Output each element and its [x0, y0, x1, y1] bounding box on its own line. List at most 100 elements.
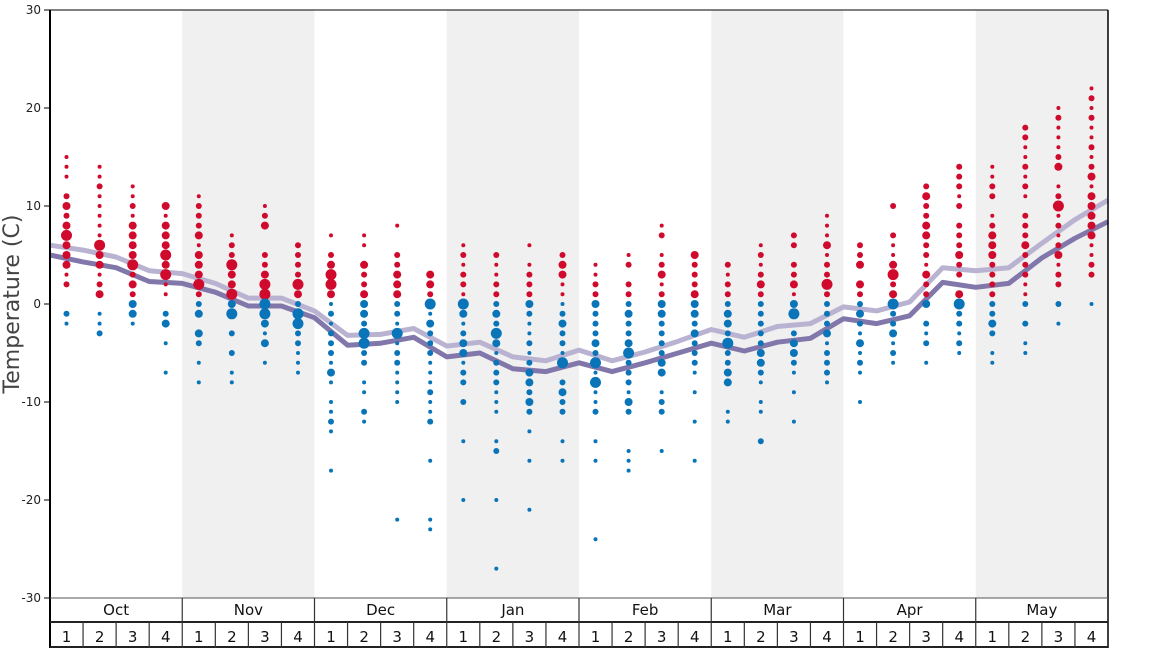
- temperature-dot: [791, 292, 796, 297]
- temperature-dot: [922, 192, 931, 201]
- temperature-dot: [857, 359, 863, 366]
- temperature-dot: [259, 278, 271, 290]
- temperature-dot: [1022, 222, 1029, 229]
- temperature-dot: [989, 261, 996, 268]
- temperature-dot: [130, 184, 135, 189]
- y-tick-label: 20: [26, 101, 41, 115]
- temperature-dot: [62, 202, 71, 210]
- temperature-dot: [625, 359, 632, 366]
- week-label: 2: [624, 628, 634, 646]
- temperature-dot: [1023, 174, 1028, 179]
- temperature-dot: [757, 330, 764, 337]
- temperature-dot: [723, 319, 732, 328]
- temperature-dot: [758, 262, 763, 267]
- month-shade-mar: [711, 10, 844, 598]
- temperature-dot: [923, 291, 930, 298]
- temperature-dot: [559, 330, 566, 337]
- temperature-dot: [659, 223, 664, 228]
- temperature-dot: [328, 330, 334, 337]
- temperature-dot: [658, 350, 665, 356]
- temperature-dot: [1056, 262, 1061, 267]
- temperature-dot: [228, 350, 235, 356]
- temperature-dot: [956, 271, 963, 278]
- temperature-dot: [724, 291, 731, 298]
- temperature-dot: [623, 347, 635, 359]
- temperature-dot: [194, 231, 203, 240]
- temperature-dot: [890, 281, 897, 288]
- temperature-dot: [989, 291, 996, 298]
- temperature-dot: [956, 222, 963, 229]
- temperature-dot: [990, 213, 995, 218]
- temperature-dot: [790, 271, 797, 278]
- temperature-dot: [891, 341, 896, 346]
- temperature-dot: [461, 262, 466, 267]
- temperature-dot: [459, 339, 468, 348]
- temperature-dot: [427, 418, 434, 425]
- temperature-dots: [61, 86, 1096, 571]
- temperature-dot: [163, 282, 168, 287]
- temperature-dot: [461, 498, 466, 502]
- week-label: 3: [1054, 628, 1064, 646]
- temperature-dot: [891, 253, 896, 257]
- temperature-dot: [657, 358, 666, 367]
- temperature-dot: [756, 349, 765, 357]
- temperature-dot: [395, 321, 400, 326]
- temperature-dot: [295, 242, 301, 249]
- temperature-dot: [724, 281, 731, 288]
- temperature-dot: [922, 300, 931, 308]
- temperature-dot: [858, 370, 862, 375]
- temperature-dot: [325, 269, 337, 281]
- temperature-dot: [1089, 86, 1094, 91]
- temperature-dot: [658, 408, 665, 415]
- temperature-dot: [526, 389, 533, 396]
- temperature-dot: [97, 204, 102, 208]
- temperature-dot: [96, 281, 103, 288]
- temperature-dot: [990, 351, 995, 355]
- temperature-dot: [558, 270, 567, 279]
- temperature-dot: [494, 272, 499, 277]
- week-label: 4: [1087, 628, 1097, 646]
- temperature-dot: [1022, 320, 1029, 327]
- week-label: 3: [789, 628, 799, 646]
- temperature-dot: [195, 203, 202, 209]
- temperature-dot: [591, 339, 600, 348]
- temperature-dot: [460, 252, 467, 258]
- temperature-dot: [128, 280, 137, 289]
- temperature-dot: [593, 272, 598, 277]
- temperature-dot: [789, 300, 798, 308]
- temperature-dot: [295, 301, 301, 307]
- y-tick-label: 10: [26, 199, 41, 213]
- temperature-dot: [160, 249, 172, 261]
- y-tick-label: -10: [21, 395, 41, 409]
- temperature-dot: [259, 298, 271, 310]
- temperature-dot: [228, 252, 235, 258]
- temperature-dot: [956, 183, 963, 190]
- temperature-dot: [824, 261, 830, 268]
- temperature-dot: [724, 350, 731, 356]
- temperature-dot: [624, 339, 633, 348]
- temperature-dot: [659, 390, 664, 395]
- temperature-dot: [824, 350, 830, 356]
- temperature-dot: [559, 399, 566, 405]
- temperature-dot: [659, 253, 664, 257]
- temperature-dot: [825, 213, 829, 218]
- temperature-dot: [1088, 163, 1095, 170]
- temperature-dot: [494, 566, 499, 571]
- temperature-dot: [790, 242, 797, 249]
- temperature-dot: [393, 290, 402, 299]
- temperature-dot: [592, 350, 599, 356]
- temperature-dot: [624, 309, 633, 318]
- week-label: 1: [326, 628, 336, 646]
- temperature-dot: [593, 439, 598, 444]
- temperature-dot: [1055, 242, 1062, 249]
- temperature-dot: [527, 351, 532, 355]
- temperature-dot: [923, 340, 930, 347]
- temperature-dot: [260, 221, 269, 230]
- temperature-dot: [97, 311, 102, 316]
- temperature-dot: [923, 183, 930, 190]
- temperature-dot: [856, 339, 864, 348]
- temperature-dot: [63, 310, 70, 317]
- week-label: 4: [161, 628, 171, 646]
- temperature-dot: [329, 409, 333, 414]
- temperature-dot: [362, 380, 367, 385]
